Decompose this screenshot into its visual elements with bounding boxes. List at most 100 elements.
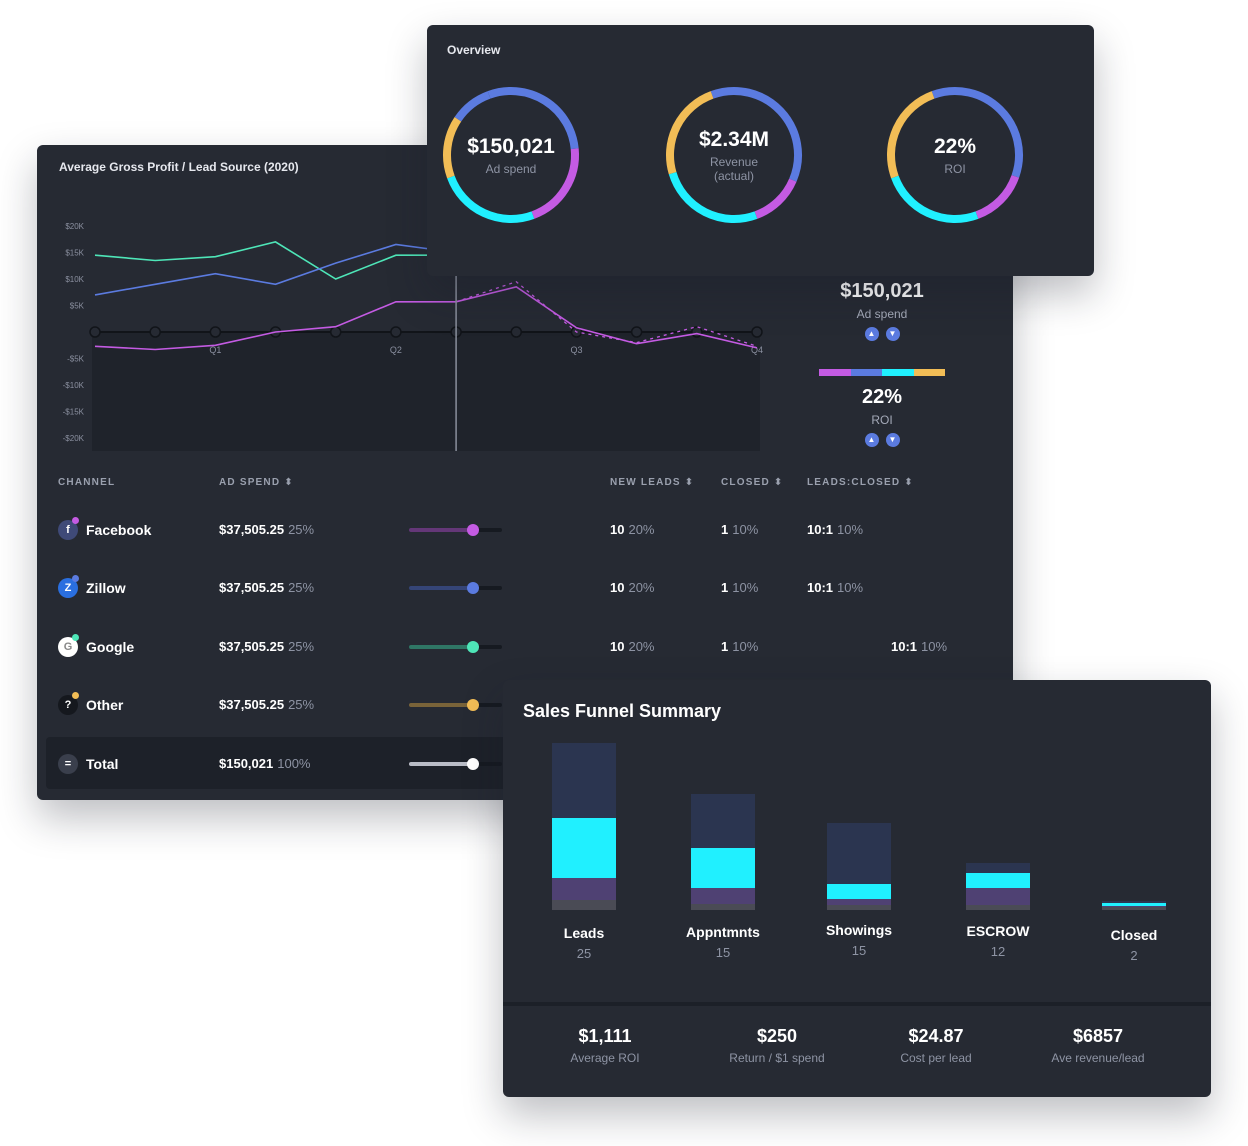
leads-closed-cell: 10:1 10% xyxy=(807,580,863,595)
metric-value: $250 xyxy=(756,1026,798,1046)
funnel-bar-cyan[interactable] xyxy=(552,818,616,878)
y-tick-label: -$15K xyxy=(63,408,85,417)
side-stats: $150,021 Ad spend ▲ ▼ 22% ROI ▲ ▼ xyxy=(812,280,952,447)
chevron-down-icon[interactable]: ▼ xyxy=(885,433,900,447)
funnel-bar-cyan[interactable] xyxy=(966,873,1030,888)
roi-donut[interactable]: 22% ROI xyxy=(885,85,1025,225)
axis-point[interactable] xyxy=(751,326,763,338)
facebook-icon: f xyxy=(58,520,78,540)
slider-knob[interactable] xyxy=(467,699,480,712)
donut-segment xyxy=(891,175,979,223)
chevron-up-icon[interactable]: ▲ xyxy=(864,433,879,447)
table-row[interactable]: f Facebook $37,505.25 25% 10 20% 1 10% 10:1 10% xyxy=(37,503,1013,555)
funnel-bar-navy[interactable] xyxy=(1102,901,1166,903)
slider-fill xyxy=(409,703,474,708)
stage-count: 12 xyxy=(990,944,1006,959)
side-ad-spend-value: $150,021 xyxy=(840,280,924,302)
chevron-up-icon[interactable]: ▲ xyxy=(864,327,879,341)
stage-count: 15 xyxy=(851,943,867,958)
funnel-bar-navy[interactable] xyxy=(552,743,616,818)
funnel-bar-cyan[interactable] xyxy=(691,848,755,888)
donut-label: ROI xyxy=(944,161,966,176)
funnel-bar-grey[interactable] xyxy=(1102,907,1166,910)
y-tick-label: -$5K xyxy=(67,355,85,364)
ad-spend-cell: $150,021 100% xyxy=(219,756,310,771)
funnel-bar-cyan[interactable] xyxy=(827,884,891,899)
header-closed[interactable]: CLOSED ⬍ xyxy=(721,477,784,488)
donut-label: Revenue (actual) xyxy=(709,154,759,183)
chevron-down-icon[interactable]: ▼ xyxy=(885,327,900,341)
stage-name: Leads xyxy=(563,925,605,941)
stage-name: ESCROW xyxy=(966,923,1030,939)
y-tick-label: $10K xyxy=(65,275,84,284)
funnel-bar-purple[interactable] xyxy=(552,878,616,900)
y-tick-label: -$20K xyxy=(63,434,85,443)
header-ad-spend[interactable]: AD SPEND ⬍ xyxy=(219,477,294,488)
side-roi-value: 22% xyxy=(861,386,903,408)
y-tick-label: $5K xyxy=(70,302,85,311)
negative-region xyxy=(92,332,760,451)
spend-slider[interactable] xyxy=(409,640,502,653)
slider-knob[interactable] xyxy=(467,524,480,536)
leads-closed-value: 10:1 xyxy=(891,638,918,654)
table-row[interactable]: Z Zillow $37,505.25 25% 10 20% 1 10% 10:1 10% xyxy=(37,561,1013,613)
funnel-bar-purple[interactable] xyxy=(1102,906,1166,907)
funnel-bar-purple[interactable] xyxy=(966,888,1030,905)
donut-segment xyxy=(666,91,714,175)
slider-knob[interactable] xyxy=(467,640,480,653)
metric-label: Cost per lead xyxy=(900,1051,972,1065)
zillow-icon: Z xyxy=(58,578,78,599)
axis-point[interactable] xyxy=(390,326,402,338)
header-new-leads[interactable]: NEW LEADS ⬍ xyxy=(610,477,695,488)
funnel-bar-grey[interactable] xyxy=(691,904,755,910)
axis-point[interactable] xyxy=(89,326,101,338)
axis-point[interactable] xyxy=(149,326,161,338)
spend-slider[interactable] xyxy=(409,524,502,536)
donut-segment xyxy=(754,178,797,219)
donut-segment xyxy=(975,174,1020,219)
metric-label: Return / $1 spend xyxy=(729,1051,825,1065)
y-tick-label: $15K xyxy=(65,249,84,258)
metric-label: Average ROI xyxy=(570,1051,640,1065)
funnel-bar-cyan[interactable] xyxy=(1102,903,1166,906)
spend-slider[interactable] xyxy=(409,582,502,595)
donut-segment xyxy=(454,91,491,122)
total-row[interactable]: = Total $150,021 100% xyxy=(46,736,516,789)
revenue-donut[interactable]: $2.34M Revenue (actual) xyxy=(664,85,804,225)
axis-point[interactable] xyxy=(691,326,703,338)
spend-slider[interactable] xyxy=(409,699,502,712)
spend-slider[interactable] xyxy=(409,757,502,770)
funnel-bar-grey[interactable] xyxy=(827,905,891,910)
funnel-bar-purple[interactable] xyxy=(827,899,891,905)
ad-spend-donut-ring xyxy=(443,87,579,223)
axis-point[interactable] xyxy=(209,326,222,338)
funnel-bar-navy[interactable] xyxy=(691,794,755,848)
table-row[interactable]: ? Other $37,505.25 25% xyxy=(37,678,1013,730)
axis-point[interactable] xyxy=(329,326,342,338)
ad-spend-donut[interactable]: $150,021 Ad spend xyxy=(441,85,581,225)
funnel-bar-purple[interactable] xyxy=(691,888,755,904)
donut-segment xyxy=(447,175,535,223)
channel-dot xyxy=(72,575,79,583)
series-line-green xyxy=(94,241,457,280)
funnel-bar-navy[interactable] xyxy=(966,863,1030,873)
slider-knob[interactable] xyxy=(467,757,480,770)
metric-value: $24.87 xyxy=(908,1026,964,1046)
slider-fill xyxy=(409,586,474,591)
axis-point[interactable] xyxy=(630,326,643,338)
ad-spend-cell: $37,505.25 25% xyxy=(219,580,314,595)
quarter-label: Q4 xyxy=(751,345,763,355)
revenue-donut-ring xyxy=(666,87,802,223)
funnel-bar-navy[interactable] xyxy=(827,823,891,884)
header-leads-closed[interactable]: LEADS:CLOSED ⬍ xyxy=(807,477,914,488)
funnel-divider xyxy=(503,1002,1211,1006)
funnel-bar-grey[interactable] xyxy=(552,900,616,910)
side-roi-label: ROI xyxy=(871,413,893,427)
new-leads-cell: 10 20% xyxy=(610,522,655,537)
funnel-bar-grey[interactable] xyxy=(966,905,1030,910)
slider-knob[interactable] xyxy=(467,582,480,595)
stage-name: Showings xyxy=(825,922,893,938)
axis-point[interactable] xyxy=(510,326,523,338)
donut-label: Ad spend xyxy=(485,161,537,176)
table-row[interactable]: G Google $37,505.25 25% 10 20% 1 10% 10:1 10% xyxy=(37,620,1013,672)
